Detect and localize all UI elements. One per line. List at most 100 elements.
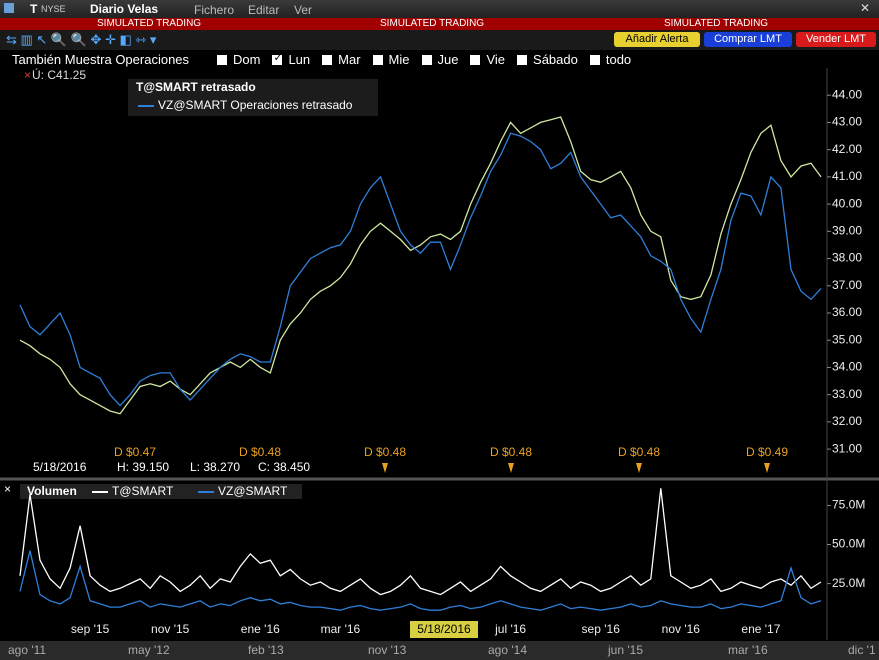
dividend-label: D $0.48: [239, 445, 281, 459]
series-line: [19, 132, 822, 407]
x-tick-label: sep '15: [71, 622, 110, 636]
banner-text: SIMULATED TRADING: [664, 18, 769, 29]
y-tick-label: 38.00: [832, 251, 862, 265]
navigator-label: dic '1: [848, 643, 876, 657]
option-label: Lun: [288, 52, 311, 67]
option-label: Dom: [233, 52, 261, 67]
charts: × Ú: C41.25 T@SMART retrasado VZ@SMART O…: [0, 68, 879, 660]
option-label: Mie: [388, 52, 410, 67]
banner-text: SIMULATED TRADING: [97, 18, 202, 29]
filter-option[interactable]: Sábado: [517, 52, 578, 67]
last-price: Ú: C41.25: [32, 68, 86, 82]
checkbox[interactable]: ✓: [272, 51, 283, 65]
filter-option[interactable]: Mie: [372, 52, 410, 67]
x-tick-label: nov '15: [151, 622, 190, 636]
filter-option[interactable]: Dom: [217, 52, 260, 67]
legend-label: VZ@SMART Operaciones retrasado: [158, 98, 353, 112]
status-date: 5/18/2016: [33, 460, 87, 474]
dividend-label: D $0.48: [618, 445, 660, 459]
filter-option[interactable]: Jue: [421, 52, 459, 67]
y-tick-label: 44.00: [832, 87, 862, 101]
filter-option[interactable]: Mar: [322, 52, 361, 67]
filter-option[interactable]: Vie: [470, 52, 505, 67]
dividend-label: D $0.49: [746, 445, 788, 459]
legend-box: [128, 79, 378, 116]
x-tick-label: jul '16: [494, 622, 526, 636]
navigator-label: ago '11: [8, 643, 46, 657]
buy-button[interactable]: Comprar LMT: [704, 32, 792, 47]
tool-icons[interactable]: ⇆ ▥ ↖ 🔍 🔍 ✥ ✛ ◧ ⇿ ▾: [6, 32, 157, 47]
y-tick-label: 35.00: [832, 332, 862, 346]
y-tick-label: 31.00: [832, 441, 862, 455]
dividend-arrow: [382, 463, 388, 473]
y-tick-label: 43.00: [832, 115, 862, 129]
title-bar: T NYSE Diario Velas Fichero Editar Ver ✕: [0, 0, 879, 18]
navigator-label: jun '15: [607, 643, 643, 657]
checkbox[interactable]: [589, 54, 600, 65]
filter-row: También Muestra Operaciones Dom ✓ Lun Mar Mi…: [0, 50, 879, 68]
checkbox[interactable]: [217, 54, 227, 65]
status-close: C: 38.450: [258, 460, 310, 474]
layout-select[interactable]: Diario Velas: [90, 2, 159, 16]
background: [0, 68, 879, 660]
option-label: Jue: [437, 52, 459, 67]
series-line: [19, 116, 822, 415]
close-button[interactable]: ✕: [860, 1, 871, 15]
y-tick-label: 33.00: [832, 387, 862, 401]
series-line: [19, 550, 822, 611]
checkbox[interactable]: [517, 54, 528, 65]
sell-button[interactable]: Vender LMT: [796, 32, 876, 47]
checkbox[interactable]: [470, 54, 481, 65]
x-tick-label: mar '16: [321, 622, 361, 636]
checkbox[interactable]: [322, 54, 333, 65]
crosshair-date: 5/18/2016: [417, 622, 471, 636]
series-line: [19, 488, 822, 596]
y-tick-label: 39.00: [832, 224, 862, 238]
close-icon[interactable]: ×: [24, 68, 31, 82]
dividend-label: D $0.48: [364, 445, 406, 459]
dividend-label: D $0.47: [114, 445, 156, 459]
dividend-arrow: [508, 463, 514, 473]
x-tick-label: nov '16: [662, 622, 701, 636]
navigator-label: mar '16: [728, 643, 768, 657]
checkbox[interactable]: [372, 54, 383, 65]
option-label: Mar: [338, 52, 361, 67]
menu[interactable]: Editar: [248, 3, 280, 17]
filter-option[interactable]: todo: [589, 52, 632, 67]
symbol[interactable]: T: [30, 2, 38, 16]
dividend-arrow: [764, 463, 770, 473]
y-tick-label: 75.0M: [832, 498, 865, 512]
navigator-label: may '12: [128, 643, 170, 657]
dividend-arrow: [636, 463, 642, 473]
checkbox[interactable]: [421, 54, 432, 65]
y-tick-label: 37.00: [832, 278, 862, 292]
option-label: Vie: [486, 52, 506, 67]
status-high: H: 39.150: [117, 460, 169, 474]
y-tick-label: 40.00: [832, 196, 862, 210]
alert-button[interactable]: Añadir Alerta: [614, 32, 700, 47]
navigator: [0, 641, 879, 660]
exchange[interactable]: NYSE: [41, 4, 66, 14]
menu[interactable]: Fichero: [194, 3, 235, 17]
filter-option[interactable]: ✓ Lun: [272, 52, 310, 67]
x-tick-label: sep '16: [582, 622, 621, 636]
option-label: Sábado: [533, 52, 578, 67]
navigator-label: ago '14: [488, 643, 527, 657]
y-tick-label: 42.00: [832, 142, 862, 156]
y-tick-label: 36.00: [832, 305, 862, 319]
crosshair-box: [410, 621, 478, 638]
navigator-label: nov '13: [368, 643, 407, 657]
y-tick-label: 32.00: [832, 414, 862, 428]
dividend-label: D $0.48: [490, 445, 532, 459]
y-tick-label: 34.00: [832, 360, 862, 374]
x-tick-label: ene '16: [241, 622, 280, 636]
menu[interactable]: Ver: [294, 3, 313, 17]
option-label: todo: [605, 52, 632, 67]
legend-title: T@SMART retrasado: [136, 80, 256, 94]
close-icon[interactable]: ×: [4, 482, 11, 496]
banner: SIMULATED TRADING SIMULATED TRADING SIMU…: [0, 18, 879, 30]
volume-title: Volumen: [27, 484, 77, 498]
banner-text: SIMULATED TRADING: [380, 18, 485, 29]
filter-label: También Muestra Operaciones: [12, 52, 190, 67]
filter-options: Dom ✓ Lun Mar Mie Jue Vie Sábado todo: [217, 52, 643, 67]
